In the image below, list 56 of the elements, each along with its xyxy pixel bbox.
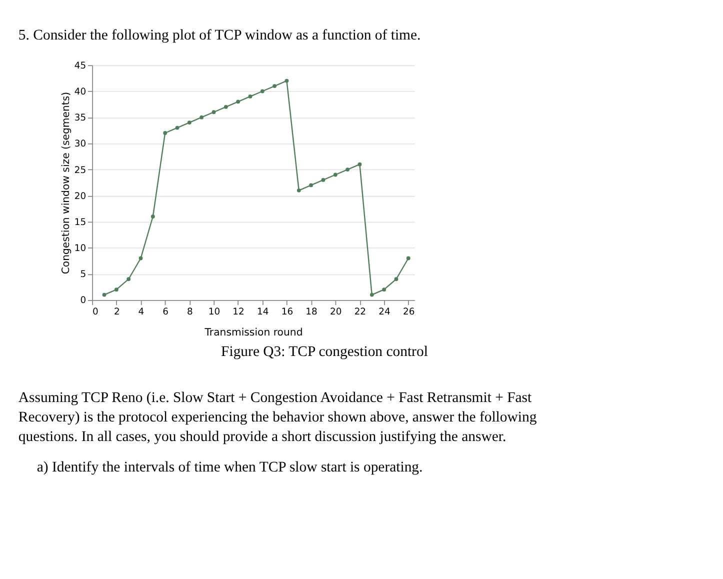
- point: [358, 162, 362, 166]
- x-tick-label: 22: [354, 306, 366, 318]
- x-tick-label: 12: [232, 306, 244, 318]
- point: [200, 115, 204, 120]
- point: [175, 126, 180, 130]
- y-tick-label: 10: [74, 243, 86, 254]
- x-tick-label: 6: [162, 306, 169, 318]
- y-tick-label: 15: [74, 216, 86, 228]
- point: [126, 277, 131, 282]
- x-tick-label: 4: [138, 306, 144, 318]
- text: a) Identify the intervals of time when TCP slow start is operating.: [36, 459, 423, 476]
- point: [296, 188, 301, 192]
- point: [102, 292, 106, 297]
- x-tick-label: 2: [114, 306, 120, 318]
- point: [212, 110, 216, 114]
- point: [138, 256, 143, 260]
- point: [114, 288, 118, 292]
- point: [382, 288, 386, 292]
- x-tick-label: 8: [186, 306, 193, 318]
- chart-title: 5. Consider the following plot of TCP window as a function of time.: [18, 27, 421, 44]
- x-tick-label: 14: [257, 306, 269, 318]
- point: [284, 78, 289, 83]
- point: [236, 100, 240, 104]
- point: [346, 168, 350, 172]
- point: [163, 131, 168, 135]
- y-tick-label: 45: [74, 60, 86, 72]
- point: [272, 84, 277, 88]
- text: Assuming TCP Reno (i.e. Slow Start + Congestion Avoidance + Fast Retransmit + Fast Recovery) is the protocol experiencing the behavior shown above, answer the following questions. In all cases, you should provide a short discussion justifying the answer.: [18, 390, 538, 445]
- point: [260, 89, 264, 94]
- x-tick-label: 24: [378, 306, 391, 318]
- point: [370, 292, 374, 297]
- point: [187, 120, 192, 125]
- x-tick-label: 18: [306, 306, 318, 318]
- y-tick-label: 30: [74, 138, 86, 150]
- x-tick-label: 0: [92, 306, 99, 318]
- point: [150, 214, 155, 218]
- point: [224, 104, 228, 109]
- y-tick-label: 25: [74, 164, 86, 176]
- y-tick-label: 40: [74, 86, 86, 98]
- point: [333, 172, 338, 177]
- y-tick-label: 0: [80, 295, 86, 306]
- y-axis-title: Congestion window size (segments): [60, 92, 72, 274]
- x-tick-label: 16: [281, 306, 294, 318]
- point: [406, 256, 410, 260]
- point: [394, 277, 398, 282]
- x-axis-title: Transmission round: [204, 327, 303, 338]
- x-tick-label: 26: [402, 306, 415, 318]
- x-tick-label: 20: [330, 306, 342, 318]
- y-tick-label: 35: [74, 112, 86, 124]
- caption: Figure Q3: TCP congestion control: [221, 344, 428, 360]
- y-tick-label: 5: [80, 269, 86, 280]
- point: [321, 178, 326, 182]
- point: [309, 183, 314, 188]
- y-tick-label: 20: [74, 190, 86, 202]
- x-tick-label: 10: [208, 306, 220, 318]
- point: [248, 94, 252, 98]
